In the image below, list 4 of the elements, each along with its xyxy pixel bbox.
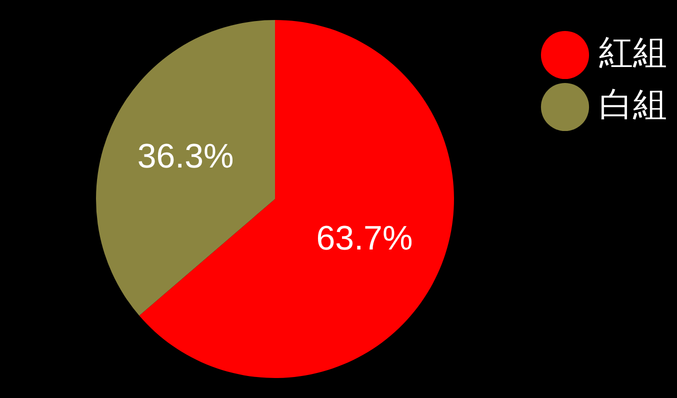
data-label: 36.3% [137, 137, 234, 176]
legend-label: 白組 [599, 84, 667, 125]
legend-label: 紅組 [599, 32, 667, 73]
data-label: 63.7% [316, 219, 413, 258]
